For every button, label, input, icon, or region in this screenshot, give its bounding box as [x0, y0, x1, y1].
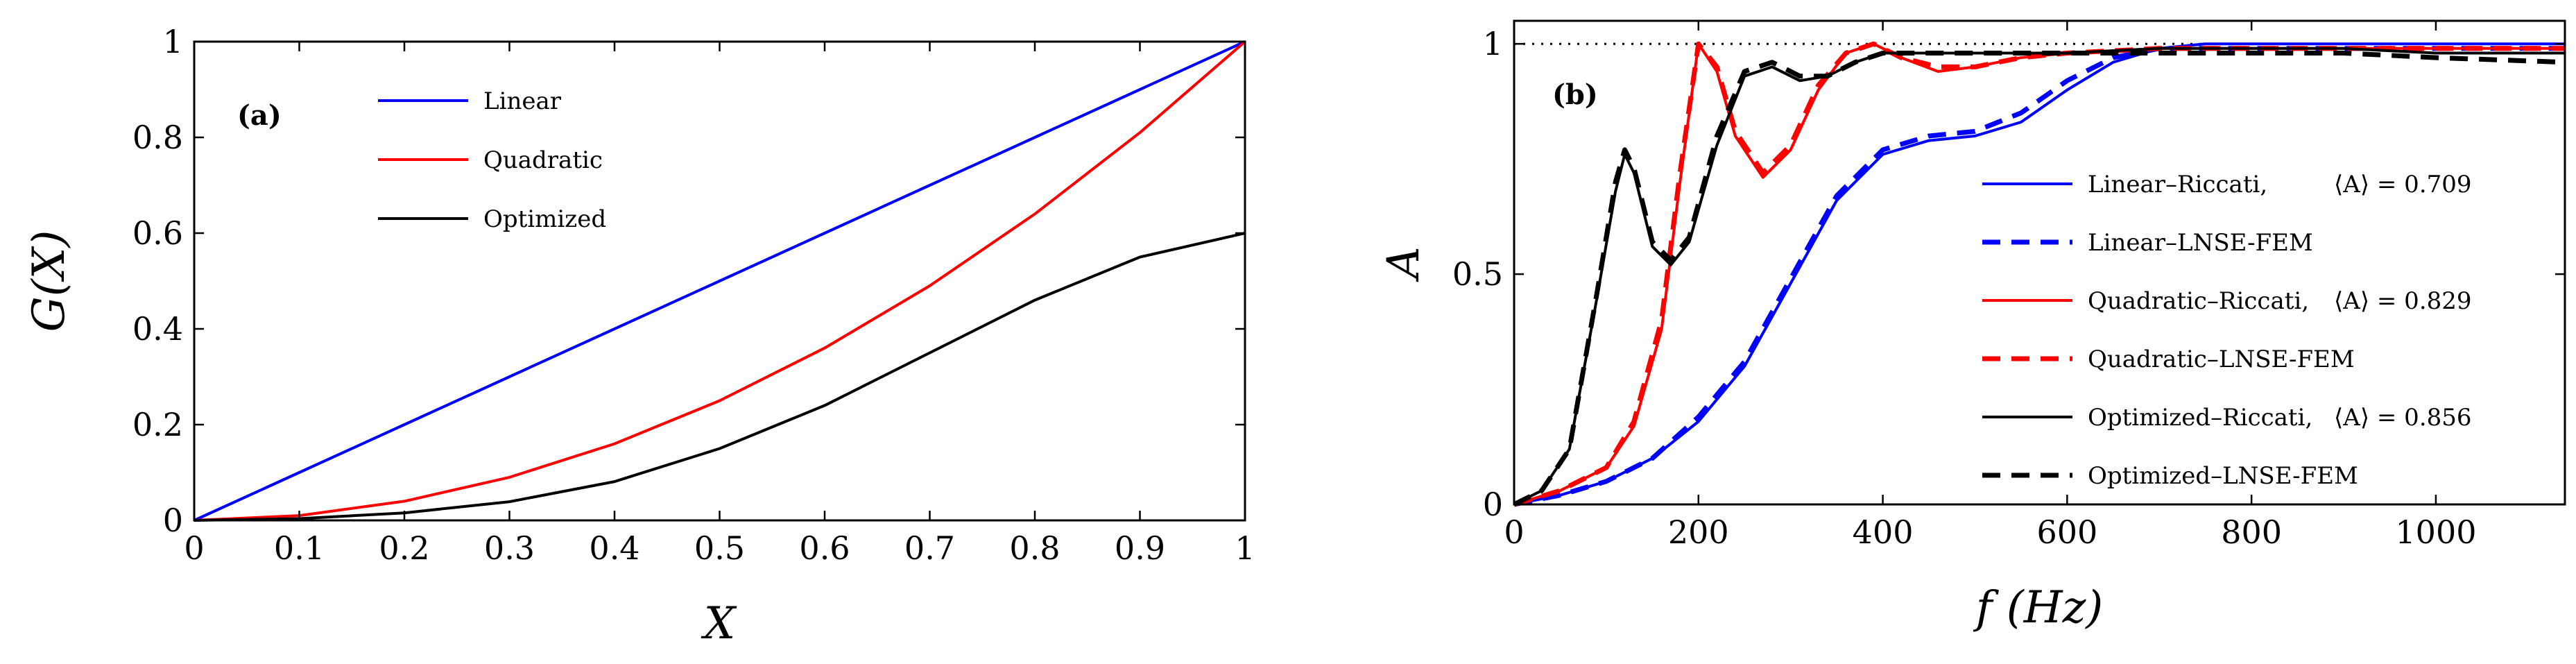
x-axis-title: X: [701, 598, 737, 649]
y-tick-label: 0.2: [132, 406, 183, 443]
panel-a-chart: 0 0.1 0.2 0.3 0.4 0.5 0.6 0.7 0.8 0.9 1 0 0.2 0.4 0.6 0…: [24, 23, 1255, 649]
x-tick-label: 0.6: [799, 529, 850, 567]
plot-frame: [1513, 19, 2566, 506]
legend-entry: Quadratic–LNSE-FEM: [2088, 346, 2355, 373]
legend-entry: Optimized–LNSE-FEM: [2088, 462, 2358, 490]
x-tick-label: 0.7: [904, 529, 955, 567]
y-tick-label: 0: [163, 502, 183, 539]
legend-mean-value: ⟨A⟩ = 0.709: [2334, 171, 2472, 198]
y-tick-label: 1: [1483, 25, 1503, 62]
x-tick-label: 1000: [2395, 513, 2476, 551]
x-tick-label: 0.4: [589, 529, 639, 567]
y-tick-label: 0.8: [132, 119, 183, 156]
x-tick-label: 600: [2036, 513, 2097, 551]
x-tick-label: 0: [1504, 513, 1524, 551]
y-axis-title: A: [1378, 246, 1429, 282]
x-tick-label: 0.1: [274, 529, 325, 567]
legend-entry: Quadratic: [483, 146, 603, 174]
y-axis-title: G(X): [24, 230, 75, 332]
series-line-4: [1513, 46, 2565, 506]
legend-entry: Linear–LNSE-FEM: [2088, 229, 2313, 257]
y-tick-label: 1: [163, 23, 183, 60]
legend-mean-value: ⟨A⟩ = 0.829: [2334, 287, 2472, 315]
y-tick-label: 0.6: [132, 214, 183, 252]
y-tick-label: 0.5: [1452, 255, 1503, 293]
x-tick-label: 0.2: [379, 529, 429, 567]
x-tick-label: 0: [184, 529, 204, 567]
series-line-1: [194, 40, 1246, 522]
panel-b-chart: 0 200 400 600 800 1000 0 0.5 1 f (Hz) A (b) Linear–R…: [1378, 19, 2566, 633]
legend-mean-value: ⟨A⟩ = 0.856: [2334, 404, 2472, 432]
y-tick-label: 0: [1483, 486, 1503, 523]
y-tick-label: 0.4: [132, 310, 183, 348]
legend-entry: Quadratic–Riccati,: [2088, 287, 2309, 315]
legend-entry: Optimized: [483, 205, 606, 233]
x-tick-label: 1: [1235, 529, 1255, 567]
legend-entry: Linear: [483, 87, 562, 115]
legend-entry: Optimized–Riccati,: [2088, 404, 2312, 432]
x-axis-title: f (Hz): [1973, 582, 2104, 633]
x-tick-label: 200: [1668, 513, 1729, 551]
panel-label: (a): [237, 99, 282, 132]
legend-entry: Linear–Riccati,: [2088, 171, 2267, 198]
series-line-5: [1513, 51, 2566, 507]
panel-label: (b): [1552, 78, 1598, 111]
series-line-0: [194, 40, 1246, 522]
x-tick-label: 0.3: [484, 529, 535, 567]
x-tick-label: 800: [2221, 513, 2282, 551]
x-tick-label: 400: [1853, 513, 1914, 551]
x-tick-label: 0.8: [1009, 529, 1060, 567]
x-tick-label: 0.5: [694, 529, 745, 567]
series-line-2: [194, 232, 1246, 522]
x-tick-label: 0.9: [1115, 529, 1165, 567]
